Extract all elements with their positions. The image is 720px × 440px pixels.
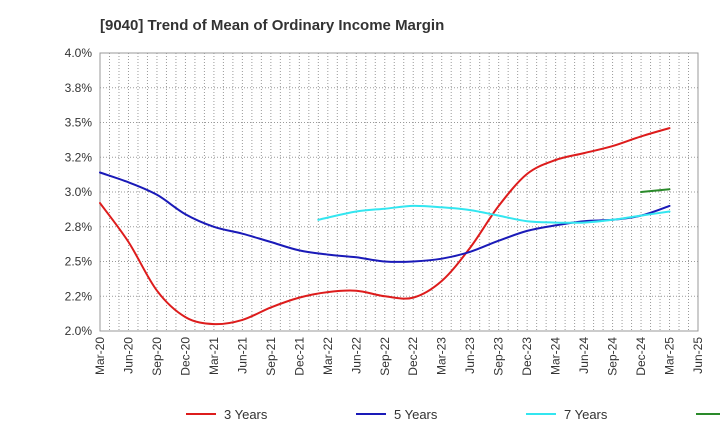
chart-title: [9040] Trend of Mean of Ordinary Income … bbox=[100, 17, 444, 34]
legend-label-5-years: 5 Years bbox=[394, 407, 438, 422]
series-line-7-years bbox=[317, 204, 671, 224]
x-tick-label: Dec-22 bbox=[406, 337, 420, 376]
x-tick-label: Jun-20 bbox=[121, 337, 135, 374]
x-tick-label: Dec-24 bbox=[634, 337, 648, 376]
x-tick-label: Jun-23 bbox=[463, 337, 477, 374]
y-tick-label: 2.5% bbox=[65, 255, 93, 269]
series-group bbox=[99, 127, 671, 326]
x-tick-label: Dec-23 bbox=[520, 337, 534, 376]
x-tick-label: Mar-20 bbox=[93, 337, 107, 375]
x-tick-label: Mar-23 bbox=[435, 337, 449, 375]
series-line-10-years bbox=[640, 188, 671, 193]
x-tick-label: Dec-20 bbox=[178, 337, 192, 376]
x-tick-label: Sep-20 bbox=[150, 337, 164, 376]
x-tick-label: Dec-21 bbox=[292, 337, 306, 376]
y-tick-label: 2.0% bbox=[65, 324, 93, 338]
x-tick-label: Mar-22 bbox=[321, 337, 335, 375]
y-tick-label: 2.2% bbox=[65, 289, 93, 303]
x-tick-label: Sep-21 bbox=[264, 337, 278, 376]
grid bbox=[100, 53, 698, 331]
x-tick-label: Mar-21 bbox=[207, 337, 221, 375]
x-tick-label: Sep-23 bbox=[492, 337, 506, 376]
x-tick-label: Jun-24 bbox=[577, 337, 591, 374]
y-tick-label: 2.8% bbox=[65, 220, 93, 234]
y-tick-label: 3.8% bbox=[65, 81, 93, 95]
x-axis: Mar-20 Jun-20 Sep-20 Dec-20 Mar-21 Jun-21 Sep-… bbox=[93, 337, 705, 376]
x-tick-label: Sep-22 bbox=[378, 337, 392, 376]
y-tick-label: 3.0% bbox=[65, 185, 93, 199]
y-tick-label: 3.2% bbox=[65, 150, 93, 164]
legend-label-7-years: 7 Years bbox=[564, 407, 608, 422]
x-tick-label: Jun-22 bbox=[349, 337, 363, 374]
y-tick-label: 4.0% bbox=[65, 46, 93, 60]
x-tick-label: Jun-21 bbox=[235, 337, 249, 374]
legend-label-3-years: 3 Years bbox=[224, 407, 268, 422]
x-tick-label: Sep-24 bbox=[606, 337, 620, 376]
plot-area bbox=[99, 52, 699, 332]
y-axis: 2.0% 2.2% 2.5% 2.8% 3.0% 3.2% 3.5% 3.8% 4.0% bbox=[65, 46, 93, 338]
series-line-3-years bbox=[99, 127, 671, 326]
y-tick-label: 3.5% bbox=[65, 116, 93, 130]
x-tick-label: Mar-25 bbox=[663, 337, 677, 375]
x-tick-label: Mar-24 bbox=[549, 337, 563, 375]
x-tick-label: Jun-25 bbox=[691, 337, 705, 374]
